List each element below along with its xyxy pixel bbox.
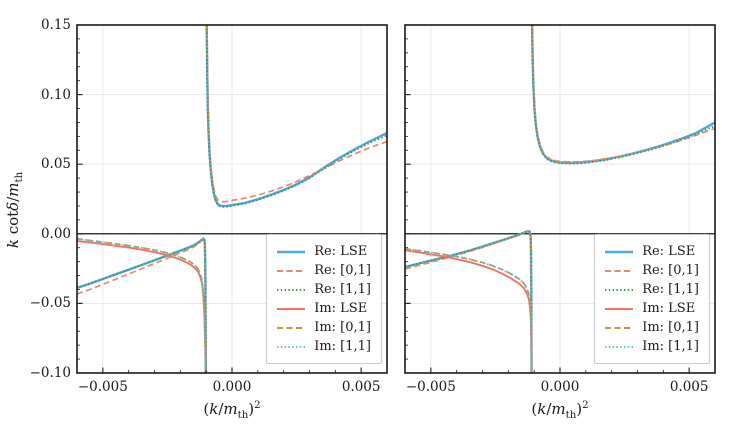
series-im-0-1-segment-0: [405, 247, 533, 373]
legend-line-sample: [277, 288, 306, 291]
series-re-1-1-segment-1: [531, 25, 715, 165]
legend-entry-label: Re: LSE: [642, 244, 696, 259]
legend-line-sample: [605, 269, 634, 272]
legend-box: Re: LSE Re: [0,1] Re: [1,1] Im: LSE Im: [0,1…: [594, 234, 710, 364]
plot-panel-right: [404, 24, 716, 374]
x-axis-label: (k/mth)2: [203, 400, 261, 421]
legend-entry: Im: LSE: [604, 299, 699, 318]
legend-line-sample: [605, 345, 634, 348]
legend-entry-label: Re: [1,1]: [642, 282, 699, 297]
legend-entry-label: Im: [0,1]: [314, 320, 371, 335]
legend-entry-label: Im: [1,1]: [314, 339, 371, 354]
legend-entry: Im: [1,1]: [604, 337, 699, 356]
x-axis-label: (k/mth)2: [531, 400, 589, 421]
plot-frame: [404, 24, 716, 374]
legend-entry: Re: [1,1]: [276, 280, 371, 299]
series-im-lse-segment-0: [405, 249, 533, 373]
x-tick-label: −0.005: [77, 379, 128, 395]
series-im-lse-segment-0: [77, 240, 207, 373]
series-re-0-1-segment-1: [531, 25, 715, 163]
series-re-1-1-segment-1: [205, 25, 387, 208]
legend-entry-label: Re: [0,1]: [314, 263, 371, 278]
legend-line-sample: [605, 250, 634, 253]
legend-entry-label: Im: LSE: [314, 301, 368, 316]
legend-entry-label: Re: LSE: [314, 244, 368, 259]
x-tick-label: −0.005: [405, 379, 456, 395]
legend-entry: Im: [0,1]: [276, 318, 371, 337]
legend-entry-label: Im: LSE: [642, 301, 696, 316]
legend-box: Re: LSE Re: [0,1] Re: [1,1] Im: LSE Im: [0,1…: [266, 234, 382, 364]
legend-entry: Im: LSE: [276, 299, 371, 318]
x-tick-label: 0.005: [341, 379, 381, 395]
series-im-1-1-segment-0: [405, 247, 533, 373]
legend-entry: Re: [1,1]: [604, 280, 699, 299]
legend-line-sample: [277, 345, 306, 348]
legend-entry: Im: [1,1]: [276, 337, 371, 356]
legend-entry: Im: [0,1]: [604, 318, 699, 337]
legend-entry-label: Re: [1,1]: [314, 282, 371, 297]
legend-entry: Re: [0,1]: [604, 261, 699, 280]
series-re-lse-segment-1: [205, 25, 387, 208]
series-im-1-1-segment-0: [77, 237, 207, 373]
y-tick-label: 0.15: [40, 17, 71, 33]
x-tick-label: 0.005: [669, 379, 709, 395]
legend-entry: Re: LSE: [604, 242, 699, 261]
plot-frame: [76, 24, 388, 374]
legend-entry-label: Re: [0,1]: [642, 263, 699, 278]
legend-entry: Re: LSE: [276, 242, 371, 261]
legend-line-sample: [277, 250, 306, 253]
legend-line-sample: [277, 307, 306, 310]
legend-entry: Re: [0,1]: [276, 261, 371, 280]
y-axis-label: k cotδ/mth: [4, 171, 25, 249]
series-re-0-1-segment-0: [77, 238, 207, 373]
x-tick-label: 0.000: [540, 379, 580, 395]
series-re-lse-segment-1: [530, 25, 715, 165]
legend-line-sample: [277, 269, 306, 272]
y-tick-label: −0.05: [29, 295, 71, 312]
y-tick-label: 0.05: [40, 156, 71, 173]
series-re-0-1-segment-1: [206, 25, 387, 203]
legend-line-sample: [277, 326, 306, 329]
y-tick-label: 0.10: [40, 86, 71, 103]
series-re-1-1-segment-0: [77, 237, 207, 373]
legend-entry-label: Im: [0,1]: [642, 320, 699, 335]
x-tick-label: 0.000: [212, 379, 252, 395]
y-tick-label: −0.10: [29, 365, 71, 381]
legend-entry-label: Im: [1,1]: [642, 339, 699, 354]
plot-panel-left: [76, 24, 388, 374]
legend-line-sample: [605, 288, 634, 291]
legend-line-sample: [605, 307, 634, 310]
series-re-lse-segment-0: [77, 237, 208, 373]
y-tick-label: 0.00: [40, 225, 71, 242]
legend-line-sample: [605, 326, 634, 329]
